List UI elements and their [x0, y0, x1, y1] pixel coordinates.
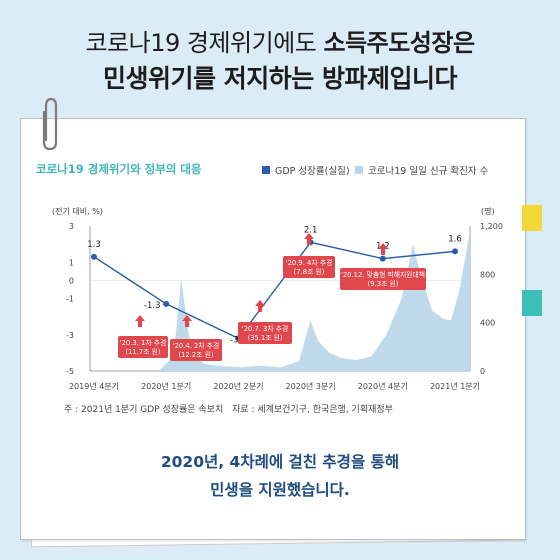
- callout-label: '20.9. 4차 추경: [286, 258, 333, 267]
- callout-box: [340, 268, 426, 290]
- legend-covid-swatch: [355, 166, 363, 174]
- note-left: 주 : 2021년 1분기 GDP 성장률은 속보치: [64, 405, 224, 415]
- yellow-tab: [522, 205, 542, 231]
- legend-gdp-swatch: [262, 166, 270, 174]
- x-tick-label: 2020년 3분기: [286, 381, 336, 391]
- footer-text: 2020년, 4차례에 걸친 추경을 통해 민생을 지원했습니다.: [0, 448, 560, 504]
- callout-box: [118, 336, 168, 358]
- gdp-value-label: 2.1: [304, 225, 318, 235]
- callout-box: [283, 256, 335, 278]
- callout-label: '20.7. 3차 추경: [242, 324, 289, 333]
- callout-arrow: [378, 243, 388, 255]
- right-tick-label: 1,200: [480, 222, 503, 231]
- headline-line-1-light: 코로나19 경제위기에도: [85, 29, 324, 57]
- callout-box: [238, 322, 292, 344]
- footer-line-1: 2020년, 4차례에 걸친 추경을 통해: [160, 453, 400, 471]
- callout-amount: (7.8조 원): [294, 267, 325, 276]
- callout-amount: (35.1조 원): [247, 333, 282, 342]
- callout-label: '20.3. 1차 추경: [120, 338, 167, 347]
- gdp-value-label: 1.6: [448, 234, 462, 244]
- legend-gdp: GDP 성장률(실질): [262, 163, 350, 177]
- left-axis-label: (전기 대비, %): [52, 206, 103, 216]
- x-tick-label: 2020년 1분기: [141, 381, 191, 391]
- x-tick-label: 2019년 4분기: [69, 381, 119, 391]
- left-tick-label: 1: [69, 258, 74, 267]
- callout-arrow: [255, 300, 265, 312]
- right-tick-label: 800: [480, 270, 495, 279]
- gdp-value-label: 1.3: [87, 240, 101, 250]
- gdp-point: [163, 300, 170, 307]
- legend-gdp-label: GDP 성장률(실질): [275, 166, 350, 177]
- left-tick-label: -5: [66, 367, 74, 376]
- callout-box: [170, 339, 222, 361]
- left-tick-label: 3: [69, 222, 74, 231]
- headline: 코로나19 경제위기에도 소득주도성장은 민생위기를 저지하는 방파제입니다: [0, 26, 560, 98]
- footer-line-2: 민생을 지원했습니다.: [210, 481, 350, 499]
- x-tick-label: 2020년 4분기: [358, 381, 408, 391]
- callout-label: '20.4. 2차 추경: [173, 341, 220, 350]
- gdp-line: [93, 241, 456, 340]
- teal-tab: [522, 290, 542, 316]
- gdp-value-label: -1.3: [144, 301, 161, 311]
- callout-amount: (11.7조 원): [125, 347, 160, 356]
- headline-line-1: 코로나19 경제위기에도 소득주도성장은: [0, 26, 560, 60]
- x-tick-label: 2020년 2분기: [213, 381, 263, 391]
- callout-arrow: [182, 315, 192, 327]
- right-tick-label: 400: [480, 319, 495, 328]
- gdp-point: [452, 248, 458, 255]
- paperclip-icon: [42, 97, 58, 151]
- right-tick-label: 0: [480, 367, 485, 376]
- headline-line-1-bold: 소득주도성장은: [323, 29, 475, 57]
- callout-label: '20.12. 맞춤형 피해지원대책: [341, 270, 425, 279]
- legend-covid-label: 코로나19 일일 신규 확진자 수: [368, 166, 489, 177]
- gdp-point: [379, 255, 386, 262]
- left-tick-label: -3: [66, 331, 74, 340]
- covid-cases-area: [90, 232, 470, 371]
- callout-arrow: [304, 233, 314, 245]
- callout-amount: (12.2조 원): [178, 350, 213, 359]
- gdp-point: [91, 253, 97, 260]
- left-tick-label: 0: [69, 276, 74, 285]
- legend-covid: 코로나19 일일 신규 확진자 수: [355, 163, 488, 177]
- x-tick-label: 2021년 1분기: [430, 381, 480, 391]
- left-tick-label: -1: [66, 295, 74, 304]
- chart-title: 코로나19 경제위기와 정부의 대응: [36, 162, 202, 176]
- callout-arrow: [135, 315, 145, 327]
- note-right: 자료 : 세계보건기구, 한국은행, 기획재정부: [232, 405, 393, 415]
- callout-amount: (9.3조 원): [368, 279, 399, 288]
- headline-line-2: 민생위기를 저지하는 방파제입니다: [103, 64, 457, 93]
- right-axis-label: (명): [481, 206, 495, 216]
